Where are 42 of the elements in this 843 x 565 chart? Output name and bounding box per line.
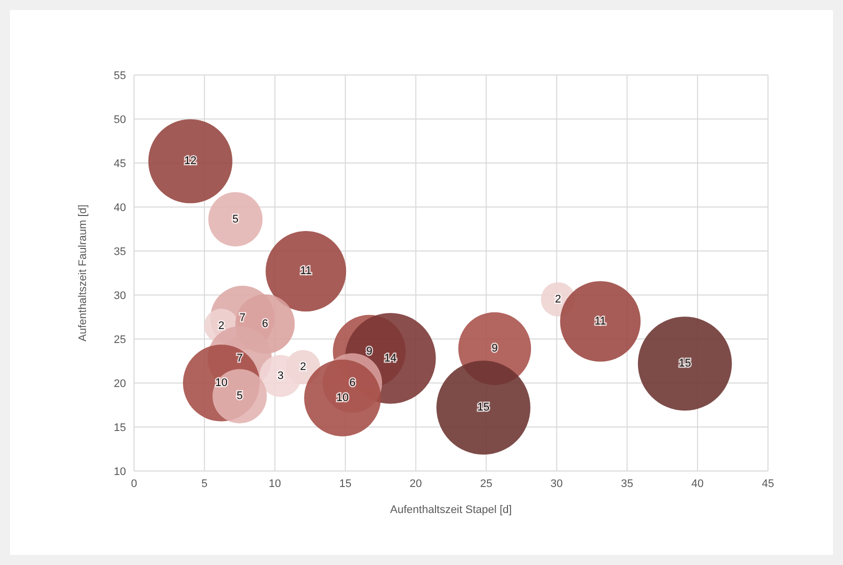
x-tick-label: 0 — [130, 478, 138, 490]
data-label: 9 — [366, 345, 372, 358]
x-tick-label: 40 — [691, 478, 704, 490]
data-label: 11 — [300, 265, 312, 278]
x-tick-label: 10 — [268, 478, 282, 490]
data-label: 5 — [232, 213, 239, 226]
data-label: 2 — [555, 293, 562, 306]
data-label: 2 — [218, 320, 224, 332]
y-tick-label: 30 — [114, 290, 126, 302]
x-tick-label: 25 — [480, 478, 492, 490]
data-label: 15 — [678, 358, 691, 370]
x-tick-label: 30 — [550, 478, 563, 490]
data-label: 10 — [215, 377, 228, 389]
x-tick-label: 45 — [762, 478, 774, 490]
y-tick-label: 25 — [114, 334, 126, 346]
data-label: 11 — [594, 315, 606, 328]
data-label: 2 — [300, 361, 306, 374]
data-label: 10 — [336, 392, 349, 404]
y-tick-label: 35 — [114, 246, 126, 258]
y-tick-label: 20 — [114, 378, 126, 390]
y-tick-label: 40 — [114, 202, 126, 214]
x-tick-label: 15 — [339, 478, 352, 490]
x-tick-label: 20 — [410, 478, 422, 490]
y-tick-label: 55 — [114, 70, 126, 82]
y-tick-label: 15 — [114, 422, 126, 434]
data-label: 3 — [277, 370, 284, 382]
data-label: 6 — [262, 318, 268, 330]
data-label: 12 — [184, 155, 196, 168]
x-axis-title: Aufenthaltszeit Stapel [d] — [390, 504, 512, 516]
data-label: 15 — [477, 402, 490, 414]
data-label: 6 — [349, 377, 356, 389]
data-label: 7 — [239, 312, 246, 324]
data-label: 5 — [236, 390, 243, 402]
data-label: 9 — [492, 342, 498, 355]
y-tick-label: 50 — [114, 114, 126, 126]
y-axis-title: Aufenthaltszeit Faulraum [d] — [76, 204, 89, 342]
data-label: 14 — [384, 352, 397, 364]
y-tick-label: 10 — [114, 466, 126, 478]
y-tick-label: 45 — [114, 158, 126, 170]
data-label: 7 — [236, 352, 243, 364]
x-tick-label: 35 — [620, 478, 634, 490]
x-tick-label: 5 — [201, 478, 208, 490]
